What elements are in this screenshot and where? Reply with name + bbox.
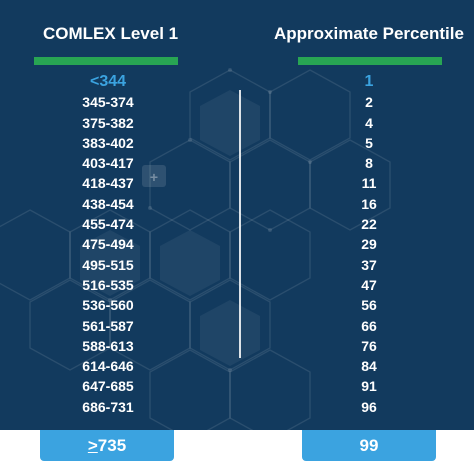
- score-cell: 475-494: [82, 236, 134, 253]
- score-cell: 455-474: [82, 216, 134, 233]
- score-column: <344 345-374 375-382 383-402 403-417 418…: [58, 72, 158, 417]
- score-cell: 686-731: [82, 398, 134, 415]
- score-cell: 536-560: [82, 297, 134, 314]
- greater-equal-symbol: >: [87, 436, 98, 455]
- svg-text:+: +: [150, 169, 158, 185]
- column-divider: [239, 90, 241, 358]
- score-header-bar: [34, 57, 178, 65]
- percentile-cell: 91: [361, 378, 377, 395]
- top-score-box: >735: [40, 430, 174, 461]
- score-cell: 383-402: [82, 134, 134, 151]
- percentile-cell: 29: [361, 236, 377, 253]
- percentile-cell: 76: [361, 337, 377, 354]
- score-cell: 588-613: [82, 337, 134, 354]
- percentile-cell: 16: [361, 195, 377, 212]
- approximate-percentile-header: Approximate Percentile: [274, 24, 464, 43]
- score-cell: 516-535: [82, 276, 134, 293]
- score-cell: 647-685: [82, 378, 134, 395]
- percentile-cell: 1: [364, 73, 374, 90]
- percentile-cell: 22: [361, 216, 377, 233]
- score-cell: 495-515: [82, 256, 134, 273]
- score-cell: 345-374: [82, 94, 134, 111]
- percentile-cell: 11: [361, 175, 377, 192]
- top-percentile-box: 99: [302, 430, 436, 461]
- percentile-cell: 96: [361, 398, 377, 415]
- percentile-cell: 37: [361, 256, 377, 273]
- percentile-cell: 4: [365, 114, 373, 131]
- percentile-cell: 47: [361, 276, 377, 293]
- percentile-cell: 66: [361, 317, 377, 334]
- percentile-cell: 5: [365, 134, 373, 151]
- percentile-cell: 8: [365, 155, 373, 172]
- comlex-level-1-header: COMLEX Level 1: [43, 24, 179, 43]
- top-score-value: 735: [97, 436, 127, 455]
- percentile-cell: 56: [361, 297, 377, 314]
- score-cell: 438-454: [82, 195, 134, 212]
- score-cell: 561-587: [82, 317, 134, 334]
- percentile-header-bar: [298, 57, 442, 65]
- percentile-cell: 84: [361, 358, 377, 375]
- score-cell: 418-437: [82, 175, 134, 192]
- percentile-column: 1 2 4 5 8 11 16 22 29 37 47 56 66 76 84 …: [319, 72, 419, 417]
- score-cell: 403-417: [82, 155, 134, 172]
- score-cell: <344: [89, 73, 127, 90]
- hexagon-background-pattern: +: [0, 68, 391, 430]
- score-cell: 614-646: [82, 358, 134, 375]
- score-cell: 375-382: [82, 114, 134, 131]
- percentile-table-panel: + COMLEX Level 1 Approximate Percentile …: [0, 0, 474, 430]
- percentile-cell: 2: [365, 94, 373, 111]
